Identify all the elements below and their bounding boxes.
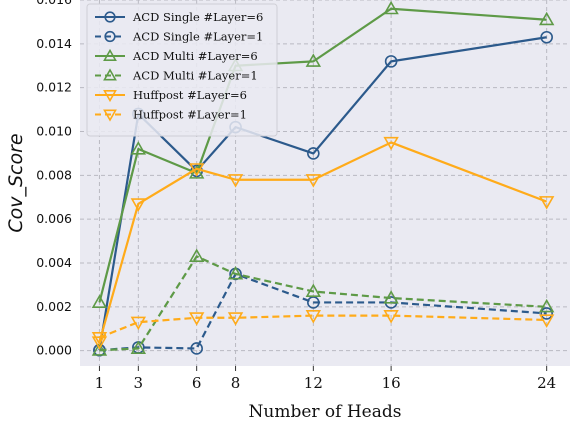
data-point-marker (188, 165, 205, 179)
data-point-marker (540, 307, 553, 320)
legend-label: ACD Multi #Layer=6 (132, 49, 258, 63)
data-point-marker (305, 310, 322, 324)
data-point-marker (130, 316, 147, 331)
series (91, 310, 555, 346)
y-tick-label: 0.014 (36, 36, 72, 51)
grid (80, 0, 570, 366)
data-point-marker (91, 294, 108, 308)
y-axis-ticks: 0.000 0.002 0.004 0.006 0.008 0.010 0.012 0.014… (36, 0, 72, 358)
y-tick-label: 0.006 (36, 211, 72, 226)
data-point-marker (227, 266, 244, 280)
y-tick-label: 0.008 (36, 167, 72, 182)
legend-entry: ACD Single #Layer=6 (95, 10, 263, 24)
x-tick-label: 24 (537, 374, 556, 392)
data-point-marker (188, 312, 205, 326)
data-point-marker (188, 163, 205, 177)
data-point-marker (103, 48, 117, 61)
series-line (98, 141, 548, 343)
data-point-marker (130, 340, 147, 355)
y-tick-label: 0.012 (36, 80, 72, 95)
x-tick-label: 1 (95, 374, 105, 392)
data-point-marker (227, 312, 244, 326)
y-axis-label: Cov_Score (5, 133, 27, 232)
data-point-marker (305, 283, 322, 298)
x-axis-label: Number of Heads (249, 402, 402, 422)
data-point-marker (103, 68, 117, 81)
data-point-marker (383, 0, 399, 15)
x-tick-label: 16 (382, 374, 401, 392)
series-line (99, 255, 547, 352)
x-tick-label: 8 (231, 374, 241, 392)
data-point-marker (538, 11, 555, 26)
legend-entry: Huffpost #Layer=6 (95, 88, 247, 103)
legend-label: ACD Multi #Layer=1 (132, 69, 258, 83)
data-point-marker (383, 290, 399, 304)
x-tick-label: 12 (304, 374, 323, 392)
data-point-marker (538, 196, 555, 210)
y-tick-label: 0.000 (36, 343, 72, 358)
data-point-marker (383, 310, 399, 324)
x-tick-label: 6 (192, 374, 202, 392)
legend-label: ACD Single #Layer=1 (132, 30, 263, 44)
legend-box (86, 3, 278, 137)
data-point-marker (305, 53, 322, 67)
y-tick-label: 0.004 (36, 255, 72, 270)
legend-entry: ACD Single #Layer=1 (95, 30, 263, 44)
legend-label: Huffpost #Layer=1 (133, 108, 247, 122)
legend-entry: ACD Multi #Layer=6 (95, 48, 258, 63)
x-tick-label: 3 (134, 374, 144, 392)
data-point-marker (103, 109, 117, 122)
data-point-marker (538, 298, 555, 313)
legend-entry: ACD Multi #Layer=1 (95, 68, 258, 83)
data-point-marker (188, 248, 205, 262)
data-point-marker (130, 198, 147, 212)
data-point-marker (384, 55, 398, 68)
data-point-marker (227, 174, 244, 188)
data-point-marker (305, 174, 322, 188)
legend-entry: Huffpost #Layer=1 (95, 108, 247, 122)
data-point-marker (91, 331, 108, 346)
data-point-marker (104, 11, 116, 23)
y-tick-label: 0.010 (36, 123, 72, 138)
data-point-marker (130, 141, 147, 155)
legend-label: ACD Single #Layer=6 (132, 10, 263, 24)
y-tick-label: 0.016 (36, 0, 72, 7)
legend: ACD Single #Layer=6 ACD Single #Layer=1 AC… (86, 3, 278, 137)
x-axis-ticks: 1 3 6 8 12 16 24 (95, 366, 556, 392)
series (91, 248, 555, 356)
data-point-marker (103, 90, 117, 103)
data-point-marker (91, 342, 108, 356)
data-point-marker (538, 314, 555, 328)
data-point-marker (383, 136, 399, 151)
y-tick-label: 0.002 (36, 299, 72, 314)
legend-label: Huffpost #Layer=6 (133, 88, 247, 102)
data-point-marker (307, 147, 320, 160)
data-point-marker (540, 30, 553, 44)
data-point-marker (190, 342, 203, 355)
series (91, 136, 555, 350)
data-point-marker (104, 30, 116, 43)
